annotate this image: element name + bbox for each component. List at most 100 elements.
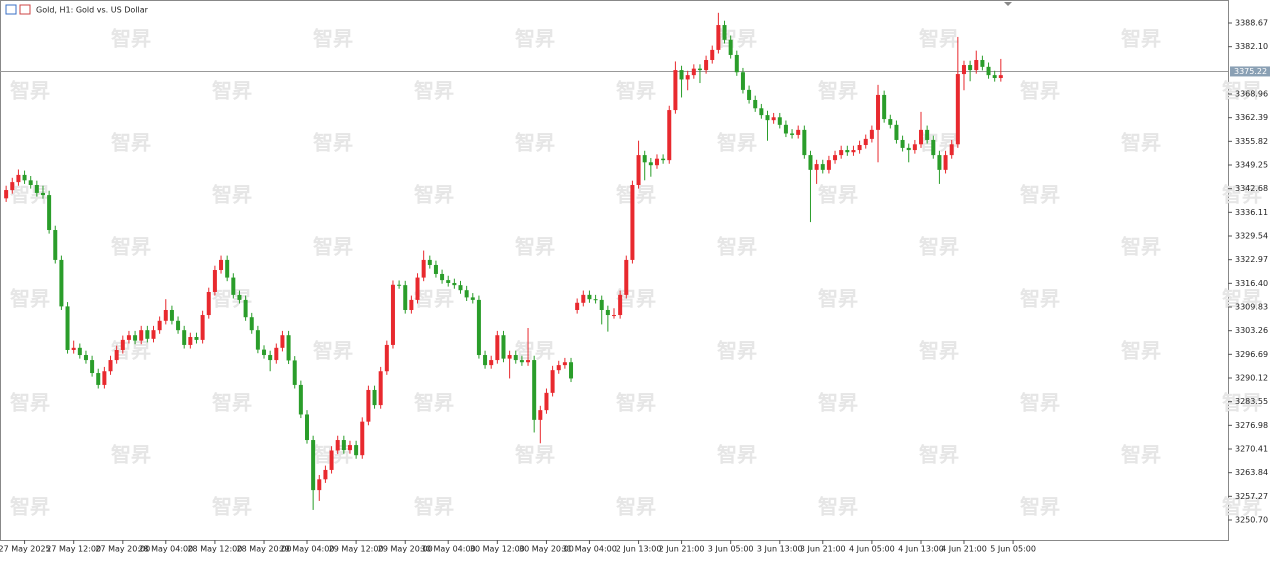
watermark: 智昇 xyxy=(1121,131,1161,155)
y-tick-label: 3316.40 xyxy=(1235,279,1268,288)
candle-body xyxy=(550,370,555,393)
watermark: 智昇 xyxy=(818,287,858,311)
candle-body xyxy=(569,362,574,379)
watermark: 智昇 xyxy=(10,79,50,103)
candle-body xyxy=(262,349,267,356)
x-tick-label: 27 May 2025 xyxy=(0,545,51,554)
y-tick-label: 3349.25 xyxy=(1235,161,1268,170)
candle-body xyxy=(329,450,334,470)
watermark: 智昇 xyxy=(111,235,151,259)
chart-title: Gold, H1: Gold vs. US Dollar xyxy=(36,6,149,15)
watermark: 智昇 xyxy=(818,79,858,103)
candle-body xyxy=(648,162,653,166)
candle-body xyxy=(925,129,930,140)
candle-body xyxy=(489,360,494,366)
watermark: 智昇 xyxy=(1121,443,1161,467)
x-tick-label: 4 Jun 05:00 xyxy=(849,545,895,554)
candle-body xyxy=(71,347,76,350)
candle-body xyxy=(759,108,764,116)
candle-body xyxy=(126,335,131,340)
candle-body xyxy=(145,330,150,339)
watermark: 智昇 xyxy=(414,287,454,311)
candle-body xyxy=(740,72,745,90)
x-tick-label: 29 May 04:00 xyxy=(280,545,335,554)
x-tick-label: 28 May 20:00 xyxy=(237,545,292,554)
candle-body xyxy=(906,147,911,151)
watermark: 智昇 xyxy=(919,27,959,51)
candle-body xyxy=(562,362,567,366)
candle-body xyxy=(986,66,991,76)
candle-body xyxy=(882,94,887,120)
candle-body xyxy=(612,315,616,317)
candle-body xyxy=(519,360,524,363)
y-tick-label: 3368.96 xyxy=(1235,90,1268,99)
candle-body xyxy=(268,355,273,361)
watermark: 智昇 xyxy=(1020,495,1060,519)
candle-body xyxy=(710,49,715,60)
candle-body xyxy=(139,330,144,341)
watermark: 智昇 xyxy=(515,339,555,363)
watermark: 智昇 xyxy=(212,183,252,207)
y-tick-label: 3270.41 xyxy=(1235,445,1268,454)
candle-body xyxy=(697,68,702,71)
y-tick-label: 3303.26 xyxy=(1235,326,1268,335)
candle-body xyxy=(415,277,420,300)
price-label-box xyxy=(1230,66,1270,77)
watermark: 智昇 xyxy=(818,495,858,519)
candle-body xyxy=(894,124,899,140)
candle-body xyxy=(501,335,506,359)
candle-body xyxy=(53,230,58,260)
candle-body xyxy=(483,355,488,366)
candle-body xyxy=(403,285,408,310)
candle-body xyxy=(814,164,819,170)
candle-body xyxy=(783,124,788,134)
candle-body xyxy=(839,150,844,156)
candle-body xyxy=(544,392,549,411)
candle-body xyxy=(980,59,985,67)
candle-body xyxy=(876,94,881,130)
watermark: 智昇 xyxy=(616,79,656,103)
x-tick-label: 3 Jun 05:00 xyxy=(708,545,754,554)
watermark: 智昇 xyxy=(818,391,858,415)
candle-body xyxy=(691,68,696,76)
candle-body xyxy=(765,115,770,121)
watermark: 智昇 xyxy=(313,27,353,51)
watermark: 智昇 xyxy=(1222,79,1262,103)
candle-body xyxy=(618,294,623,316)
candle-body xyxy=(102,371,107,385)
candle-body xyxy=(34,184,39,193)
watermark: 智昇 xyxy=(10,287,50,311)
y-tick-label: 3342.68 xyxy=(1235,184,1268,193)
candle-body xyxy=(722,25,727,40)
candle-body xyxy=(869,129,874,139)
watermark: 智昇 xyxy=(717,131,757,155)
candle-body xyxy=(255,330,260,350)
candle-body xyxy=(661,158,666,161)
candle-body xyxy=(65,306,70,350)
candle-body xyxy=(360,421,365,456)
candle-body xyxy=(243,299,248,318)
candle-body xyxy=(790,133,795,135)
candle-body xyxy=(470,297,475,300)
watermark: 智昇 xyxy=(1222,391,1262,415)
candle-body xyxy=(157,320,162,331)
candle-body xyxy=(526,360,531,363)
x-tick-label: 28 May 04:00 xyxy=(138,545,193,554)
candle-body xyxy=(292,360,297,385)
candle-body xyxy=(317,479,322,491)
candle-body xyxy=(59,259,64,307)
watermark: 智昇 xyxy=(1222,183,1262,207)
candle-body xyxy=(673,70,678,111)
y-tick-label: 3336.11 xyxy=(1235,208,1268,217)
candle-body xyxy=(667,110,672,161)
x-tick-label: 28 May 12:00 xyxy=(187,545,242,554)
watermark: 智昇 xyxy=(515,235,555,259)
y-tick-label: 3382.10 xyxy=(1235,42,1268,51)
watermark: 智昇 xyxy=(313,235,353,259)
candle-body xyxy=(636,155,641,185)
candle-body xyxy=(366,389,371,422)
watermark: 智昇 xyxy=(616,495,656,519)
x-tick-label: 31 May 04:00 xyxy=(562,545,617,554)
watermark: 智昇 xyxy=(1121,339,1161,363)
